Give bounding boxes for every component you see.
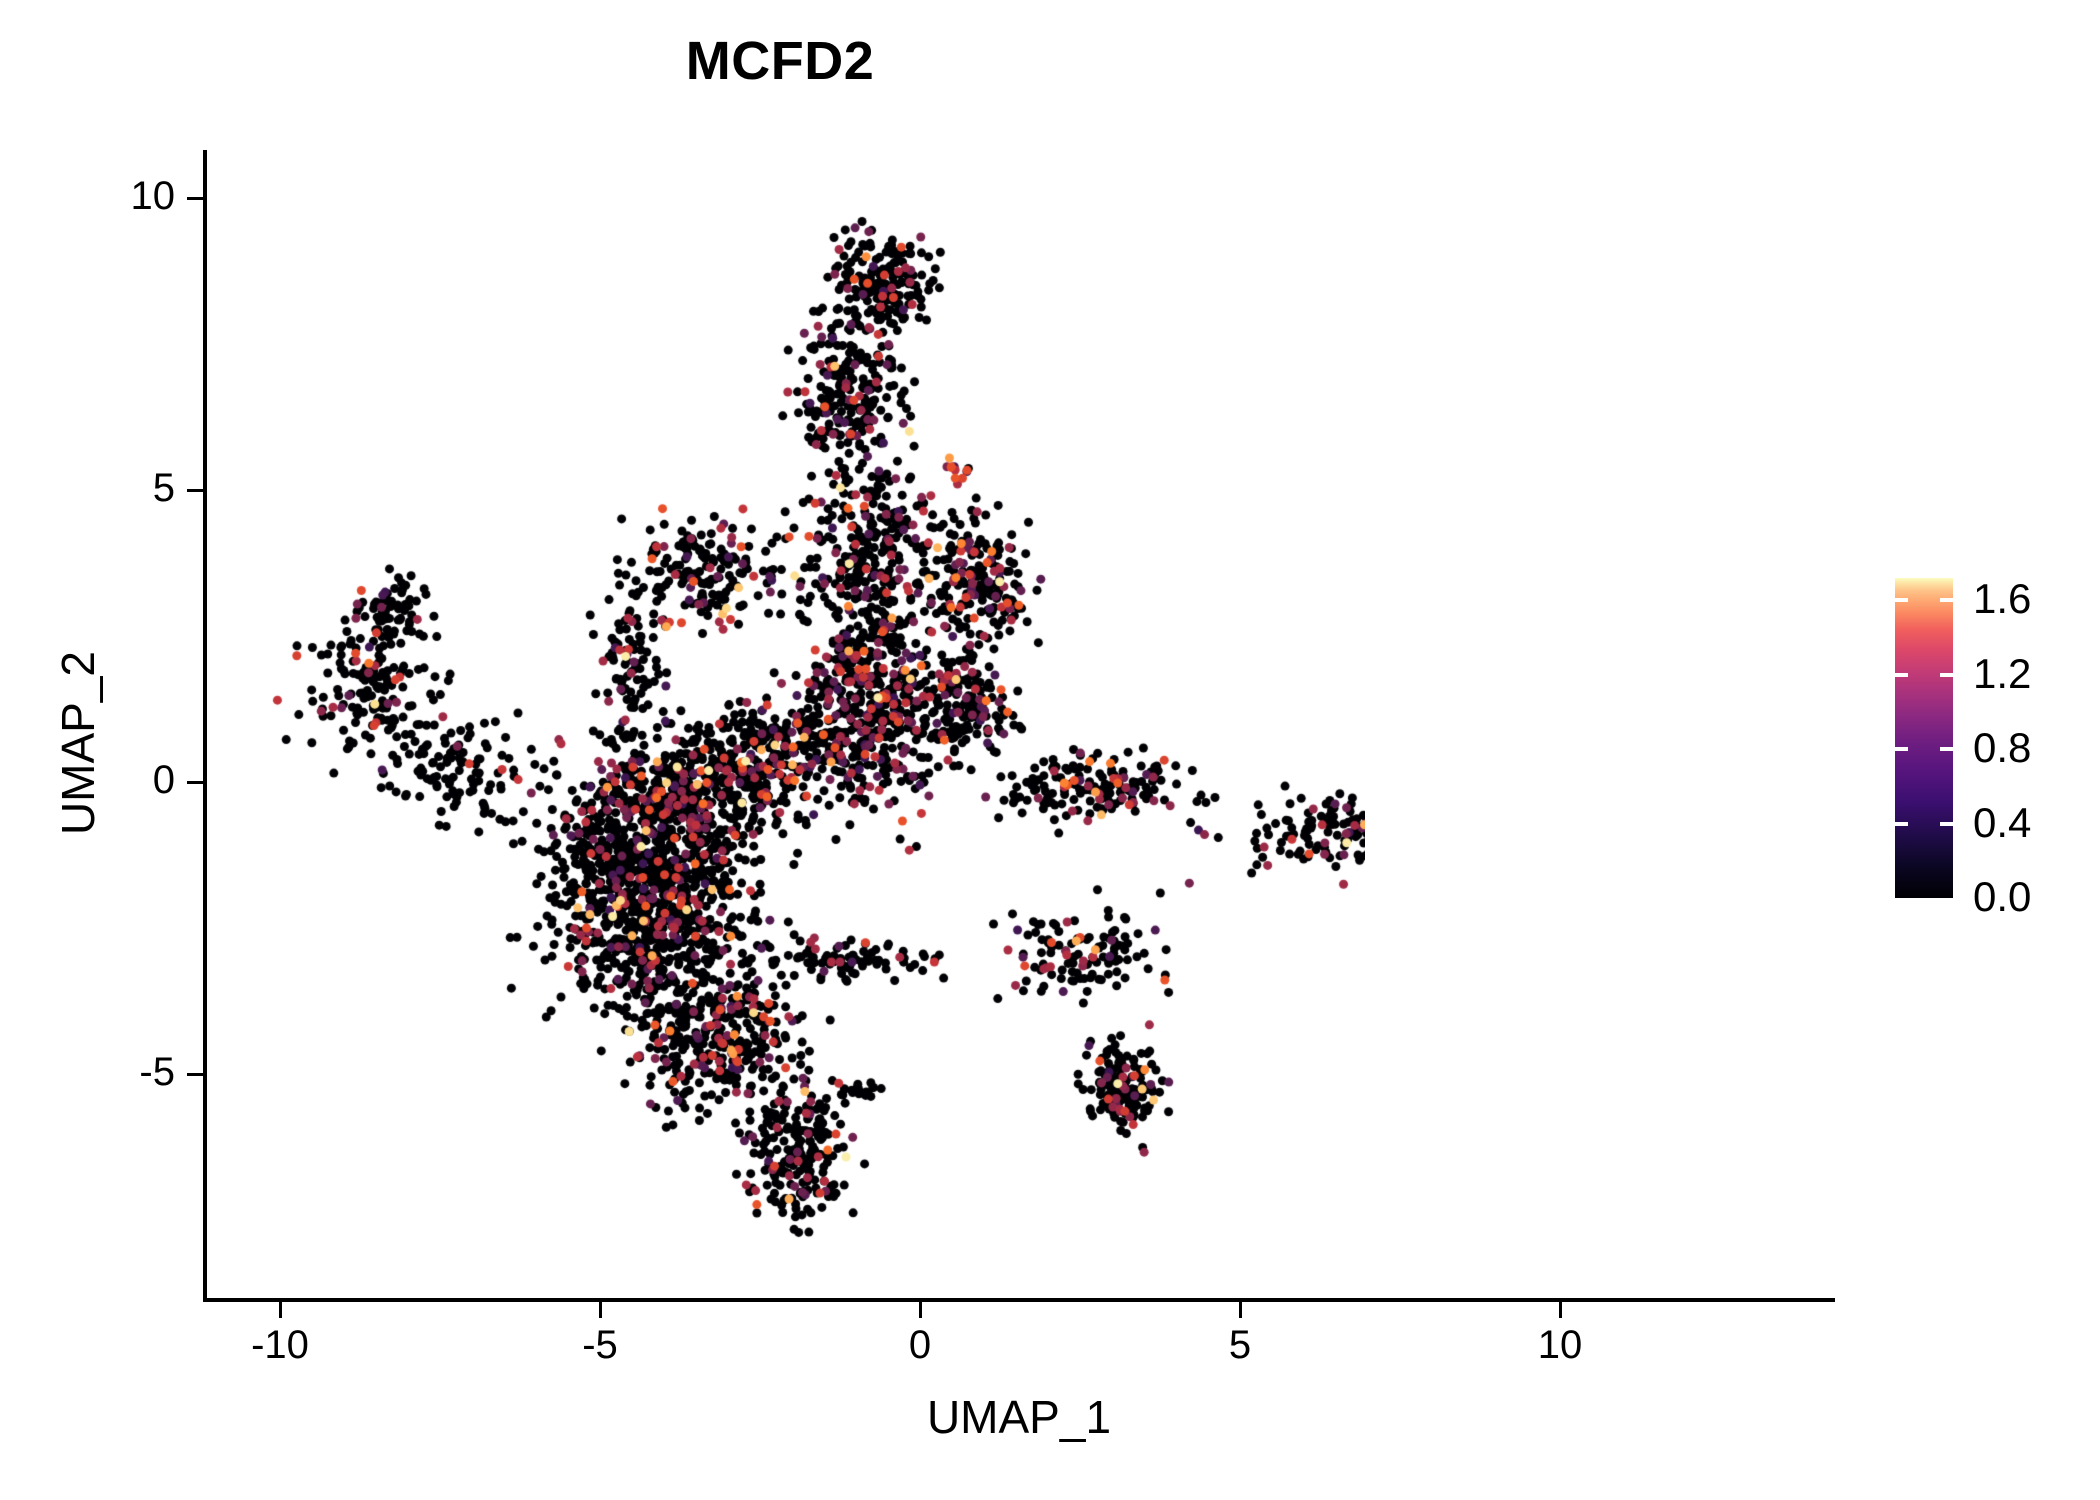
y-axis-tick-label: 0 (152, 758, 175, 802)
y-axis-tick (187, 781, 203, 784)
page-title: MCFD2 (685, 31, 875, 91)
colorbar-tick (1940, 821, 1953, 826)
colorbar-gradient (1895, 578, 1953, 898)
x-axis-tick-label: -5 (582, 1323, 618, 1367)
colorbar-tick-label: 0.0 (1973, 873, 2032, 920)
colorbar-tick-label: 1.6 (1973, 575, 2032, 623)
y-axis-title: UMAP_2 (52, 650, 104, 836)
y-axis-line (203, 150, 207, 1302)
x-axis-tick (599, 1302, 602, 1318)
colorbar-tick (1895, 747, 1908, 752)
x-axis-tick-label: 0 (908, 1323, 932, 1367)
y-axis-tick-label: -5 (139, 1050, 175, 1094)
x-axis-tick (919, 1302, 922, 1318)
x-axis-tick (279, 1302, 282, 1318)
x-axis-title: UMAP_1 (926, 1391, 1112, 1443)
colorbar-tick (1895, 821, 1908, 826)
x-axis-tick (1559, 1302, 1562, 1318)
colorbar-tick (1895, 672, 1908, 677)
plot-panel (205, 150, 1365, 1302)
y-axis-tick (187, 489, 203, 492)
x-axis-tick-label: 10 (1537, 1323, 1583, 1367)
x-axis-tick (1239, 1302, 1242, 1318)
colorbar-legend: 0.0 0.4 0.8 1.2 1.6 (1895, 575, 2085, 918)
y-axis-tick-label: 10 (130, 174, 176, 218)
colorbar-tick (1940, 598, 1953, 603)
y-axis-tick-label: 5 (152, 466, 175, 510)
y-axis-tick (187, 197, 203, 200)
y-axis-tick (187, 1073, 203, 1076)
colorbar-tick (1895, 598, 1908, 603)
colorbar-tick-label: 1.2 (1973, 649, 2032, 697)
colorbar-tick-label: 0.4 (1973, 798, 2032, 846)
colorbar-tick (1940, 672, 1953, 677)
x-axis-tick-label: 5 (1228, 1323, 1252, 1367)
x-axis-line (203, 1298, 1835, 1302)
y-axis-tick-labels: -5 0 5 10 (45, 0, 176, 1500)
colorbar-tick (1940, 747, 1953, 752)
x-axis-tick-label: -10 (251, 1323, 309, 1367)
scatter-points-layer (205, 150, 1365, 1302)
colorbar-tick-label: 0.8 (1973, 724, 2032, 772)
